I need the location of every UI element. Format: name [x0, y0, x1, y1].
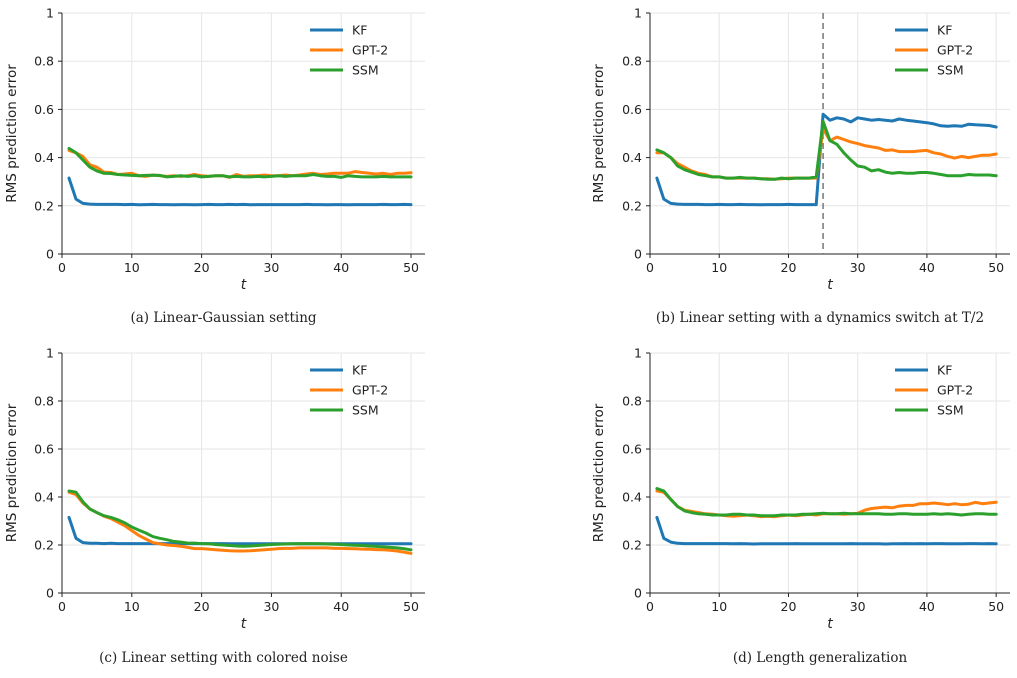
series-line-ssm [67, 489, 413, 552]
x-axis-label: t [827, 616, 833, 632]
y-tick-label: 1 [46, 6, 54, 21]
x-tick-label: 30 [263, 599, 279, 614]
x-tick-label: 20 [194, 599, 210, 614]
legend-label: GPT-2 [937, 383, 973, 398]
legend-label: SSM [352, 63, 379, 78]
legend: KF GPT-2 SSM [895, 363, 973, 418]
legend-label: KF [937, 363, 952, 378]
x-tick-label: 50 [988, 260, 1004, 275]
series-line-ssm [67, 146, 413, 179]
x-axis-label: t [241, 277, 247, 293]
y-tick-label: 0.8 [622, 394, 642, 409]
y-tick-label: 0.4 [34, 490, 54, 505]
y-axis-label: RMS prediction error [591, 403, 607, 542]
legend-label: GPT-2 [352, 383, 388, 398]
x-tick-label: 50 [403, 599, 419, 614]
legend-label: KF [352, 363, 367, 378]
series-line-kf [67, 176, 413, 207]
y-axis-label: RMS prediction error [4, 403, 20, 542]
chart-panel-1: 0 10 20 30 40 50 0 0.2 0.4 0.6 0.8 1 t RMS prediction… [4, 6, 425, 326]
x-tick-label: 40 [333, 260, 349, 275]
y-tick-label: 0.8 [34, 394, 54, 409]
x-tick-label: 10 [711, 260, 727, 275]
series-line-gpt-2 [67, 490, 413, 555]
y-tick-label: 0.6 [622, 442, 642, 457]
x-tick-label: 10 [124, 260, 140, 275]
x-tick-label: 0 [646, 599, 654, 614]
y-tick-label: 0.6 [34, 102, 54, 117]
y-tick-label: 0 [46, 586, 54, 601]
y-tick-label: 0.4 [622, 150, 642, 165]
series-line-kf [655, 515, 998, 546]
legend: KF GPT-2 SSM [895, 23, 973, 78]
series-line-ssm [655, 487, 998, 518]
panel-caption: (a) Linear-Gaussian setting [130, 310, 316, 326]
y-tick-label: 0.2 [622, 198, 642, 213]
x-tick-label: 0 [58, 599, 66, 614]
y-tick-label: 0.2 [622, 538, 642, 553]
y-axis-label: RMS prediction error [4, 64, 20, 203]
y-tick-label: 0.6 [34, 442, 54, 457]
x-tick-label: 10 [124, 599, 140, 614]
legend-label: KF [937, 23, 952, 38]
x-tick-label: 30 [850, 599, 866, 614]
y-tick-label: 1 [46, 346, 54, 361]
legend-label: GPT-2 [937, 43, 973, 58]
y-tick-label: 0.4 [622, 490, 642, 505]
chart-panel-3: 0 10 20 30 40 50 0 0.2 0.4 0.6 0.8 1 t RMS prediction… [4, 346, 425, 666]
legend-label: KF [352, 23, 367, 38]
x-tick-label: 20 [194, 260, 210, 275]
x-tick-label: 20 [781, 260, 797, 275]
x-tick-label: 0 [646, 260, 654, 275]
y-axis-label: RMS prediction error [591, 64, 607, 203]
panel-caption: (c) Linear setting with colored noise [99, 650, 348, 666]
x-axis-label: t [241, 616, 247, 632]
y-tick-label: 0.8 [34, 54, 54, 69]
legend-label: SSM [937, 403, 964, 418]
chart-panel-2: 0 10 20 30 40 50 0 0.2 0.4 0.6 0.8 1 t RMS prediction… [591, 6, 1010, 326]
y-tick-label: 0.4 [34, 150, 54, 165]
y-tick-label: 1 [634, 346, 642, 361]
legend-label: SSM [352, 403, 379, 418]
y-tick-label: 0 [634, 247, 642, 262]
legend-label: GPT-2 [352, 43, 388, 58]
series-line-kf [655, 112, 998, 207]
y-tick-label: 1 [634, 6, 642, 21]
x-axis-label: t [827, 277, 833, 293]
x-tick-label: 40 [919, 599, 935, 614]
x-tick-label: 0 [58, 260, 66, 275]
y-tick-label: 0.6 [622, 102, 642, 117]
legend-label: SSM [937, 63, 964, 78]
x-tick-label: 40 [333, 599, 349, 614]
x-tick-label: 50 [403, 260, 419, 275]
series-line-ssm [655, 119, 998, 181]
y-tick-label: 0.8 [622, 54, 642, 69]
x-tick-label: 50 [988, 599, 1004, 614]
x-tick-label: 40 [919, 260, 935, 275]
legend: KF GPT-2 SSM [310, 23, 388, 78]
x-tick-label: 10 [711, 599, 727, 614]
y-tick-label: 0 [46, 247, 54, 262]
series-line-gpt-2 [655, 127, 998, 181]
y-tick-label: 0 [634, 586, 642, 601]
x-tick-label: 30 [850, 260, 866, 275]
x-tick-label: 20 [781, 599, 797, 614]
y-tick-label: 0.2 [34, 538, 54, 553]
y-tick-label: 0.2 [34, 198, 54, 213]
panel-caption: (d) Length generalization [733, 650, 908, 666]
chart-panel-4: 0 10 20 30 40 50 0 0.2 0.4 0.6 0.8 1 t RMS prediction… [591, 346, 1010, 666]
x-tick-label: 30 [263, 260, 279, 275]
legend: KF GPT-2 SSM [310, 363, 388, 418]
panel-caption: (b) Linear setting with a dynamics switc… [656, 310, 984, 326]
